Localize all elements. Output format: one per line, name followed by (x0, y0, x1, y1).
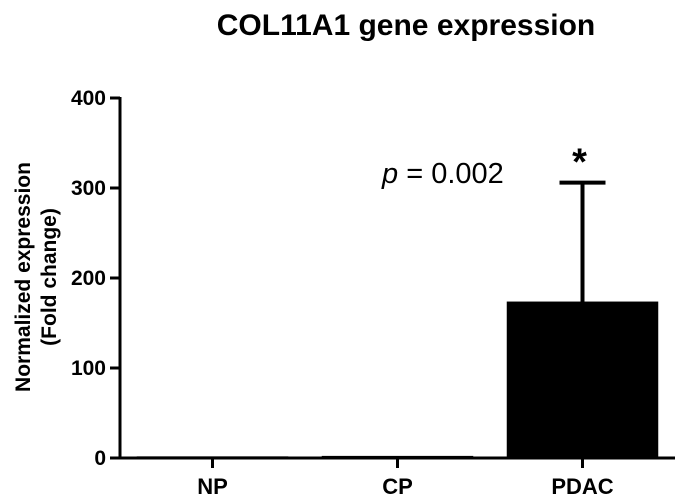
p-value-annotation: p = 0.002 (381, 158, 504, 190)
bar-pdac (506, 301, 659, 459)
y-axis-label: Normalized expression (Fold change) (12, 162, 61, 392)
significance-star: * (572, 142, 587, 184)
y-axis-label-line-1: Normalized expression (12, 162, 35, 392)
y-axis-label-line-2: (Fold change) (38, 208, 61, 346)
x-tick-label-pdac: PDAC (551, 474, 613, 499)
y-tick-label-400: 400 (71, 87, 106, 110)
y-tick-label-200: 200 (71, 267, 106, 290)
bar-cp (321, 455, 474, 459)
x-tick-label-np: NP (197, 474, 228, 499)
y-tick-label-100: 100 (71, 357, 106, 380)
y-tick-label-300: 300 (71, 177, 106, 200)
p-value-symbol: p (381, 158, 398, 190)
bar-np (136, 456, 289, 459)
chart-title: COL11A1 gene expression (217, 9, 596, 42)
p-value-text: = 0.002 (398, 158, 504, 190)
x-tick-label-cp: CP (382, 474, 413, 499)
y-tick-label-0: 0 (94, 447, 106, 470)
plot-area: 0 100 200 300 400 NP CP PDAC (71, 87, 675, 499)
